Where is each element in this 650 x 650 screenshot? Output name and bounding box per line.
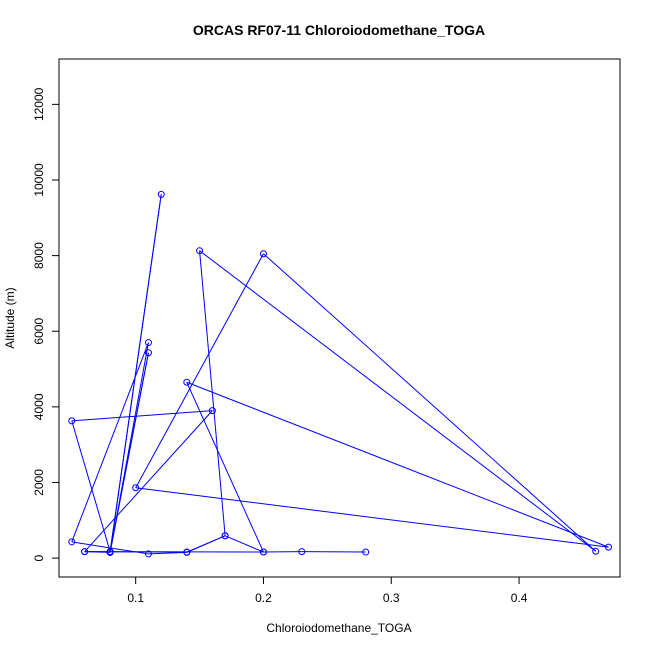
data-point — [132, 484, 140, 492]
data-point — [362, 548, 370, 556]
series-line-segment — [135, 487, 609, 548]
series-line-segment — [199, 250, 597, 552]
series-line-segment — [186, 381, 609, 548]
series-line-segment — [71, 420, 111, 552]
x-tick-label: 0.2 — [255, 591, 272, 605]
data-point — [106, 548, 114, 556]
series-line-segment — [109, 194, 162, 552]
series-lines — [71, 194, 609, 555]
x-tick-label: 0.3 — [383, 591, 400, 605]
data-point — [604, 543, 612, 551]
data-point — [144, 550, 152, 558]
data-point — [183, 378, 191, 386]
x-axis: 0.1 0.2 0.3 0.4 — [127, 576, 528, 605]
series-line-segment — [186, 382, 264, 553]
data-point — [157, 190, 165, 198]
x-tick-label: 0.1 — [127, 591, 144, 605]
series-line-segment — [135, 253, 264, 489]
x-tick-label: 0.4 — [511, 591, 528, 605]
y-tick-label: 4000 — [32, 393, 46, 420]
data-point — [196, 247, 204, 255]
y-tick-label: 10000 — [32, 163, 46, 197]
y-tick-label: 8000 — [32, 242, 46, 269]
data-point — [144, 339, 152, 347]
series-line-segment — [186, 535, 226, 553]
series-line-segment — [71, 342, 149, 543]
data-point — [592, 547, 600, 555]
y-tick-label: 0 — [32, 554, 46, 561]
data-point — [208, 407, 216, 415]
data-point — [259, 250, 267, 258]
data-point — [68, 538, 76, 546]
y-tick-label: 12000 — [32, 87, 46, 121]
chart-title: ORCAS RF07-11 Chloroiodomethane_TOGA — [193, 22, 485, 38]
data-point — [183, 548, 191, 556]
series-line-segment — [71, 410, 213, 422]
data-point — [298, 548, 306, 556]
x-axis-label: Chloroiodomethane_TOGA — [266, 621, 411, 635]
series-line-segment — [148, 551, 187, 555]
data-point — [221, 532, 229, 540]
data-point — [68, 417, 76, 425]
series-line-segment — [84, 410, 213, 553]
series-line-segment — [199, 250, 226, 536]
series-line-segment — [224, 535, 264, 553]
data-point — [144, 349, 152, 357]
data-point — [81, 548, 89, 556]
series-points — [68, 190, 612, 558]
series-line-segment — [263, 253, 597, 552]
y-axis: 0 2000 4000 6000 8000 10000 12000 — [32, 87, 60, 561]
y-axis-label: Altitude (m) — [3, 287, 17, 348]
data-point — [259, 548, 267, 556]
series-line-segment — [109, 352, 149, 552]
y-tick-label: 2000 — [32, 469, 46, 496]
y-tick-label: 6000 — [32, 318, 46, 345]
